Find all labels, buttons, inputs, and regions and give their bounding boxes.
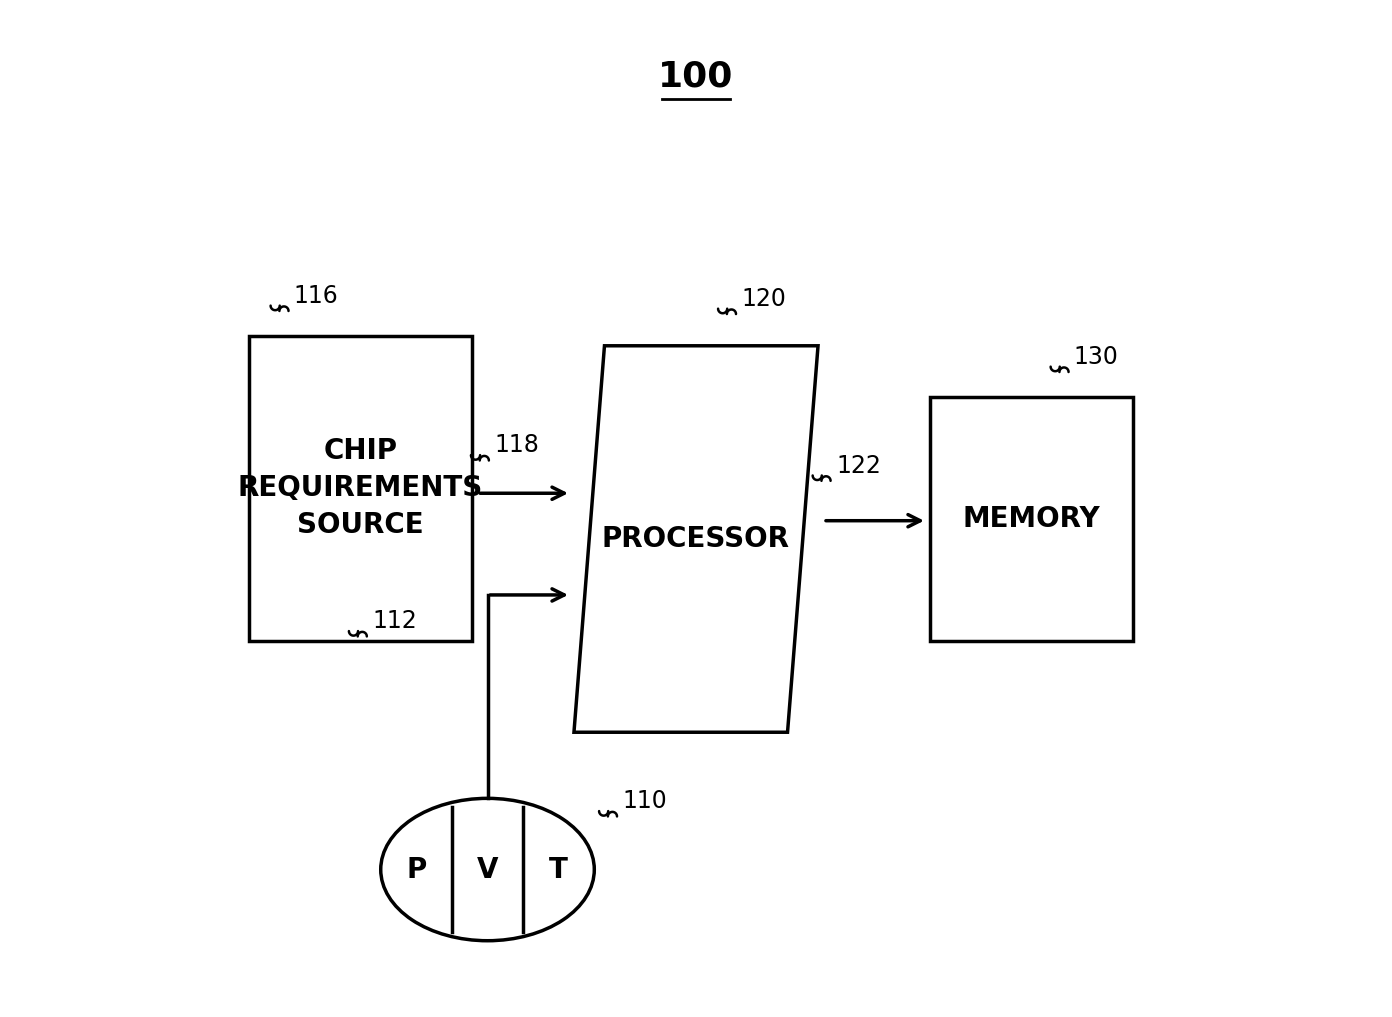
Text: P: P bbox=[406, 855, 426, 884]
Text: V: V bbox=[477, 855, 498, 884]
Text: 118: 118 bbox=[494, 433, 539, 458]
Text: CHIP
REQUIREMENTS
SOURCE: CHIP REQUIREMENTS SOURCE bbox=[238, 437, 483, 539]
Text: T: T bbox=[550, 855, 568, 884]
Ellipse shape bbox=[381, 798, 594, 941]
Text: 130: 130 bbox=[1073, 345, 1119, 369]
Polygon shape bbox=[574, 346, 818, 732]
Text: 116: 116 bbox=[294, 284, 338, 308]
Text: PROCESSOR: PROCESSOR bbox=[601, 525, 791, 553]
Text: 122: 122 bbox=[837, 454, 881, 478]
Text: 120: 120 bbox=[742, 287, 786, 311]
Text: MEMORY: MEMORY bbox=[963, 504, 1101, 533]
Text: 112: 112 bbox=[372, 609, 418, 634]
Text: 100: 100 bbox=[658, 59, 734, 94]
Bar bbox=[249, 336, 472, 641]
Bar bbox=[930, 397, 1133, 641]
Text: 110: 110 bbox=[622, 789, 667, 814]
